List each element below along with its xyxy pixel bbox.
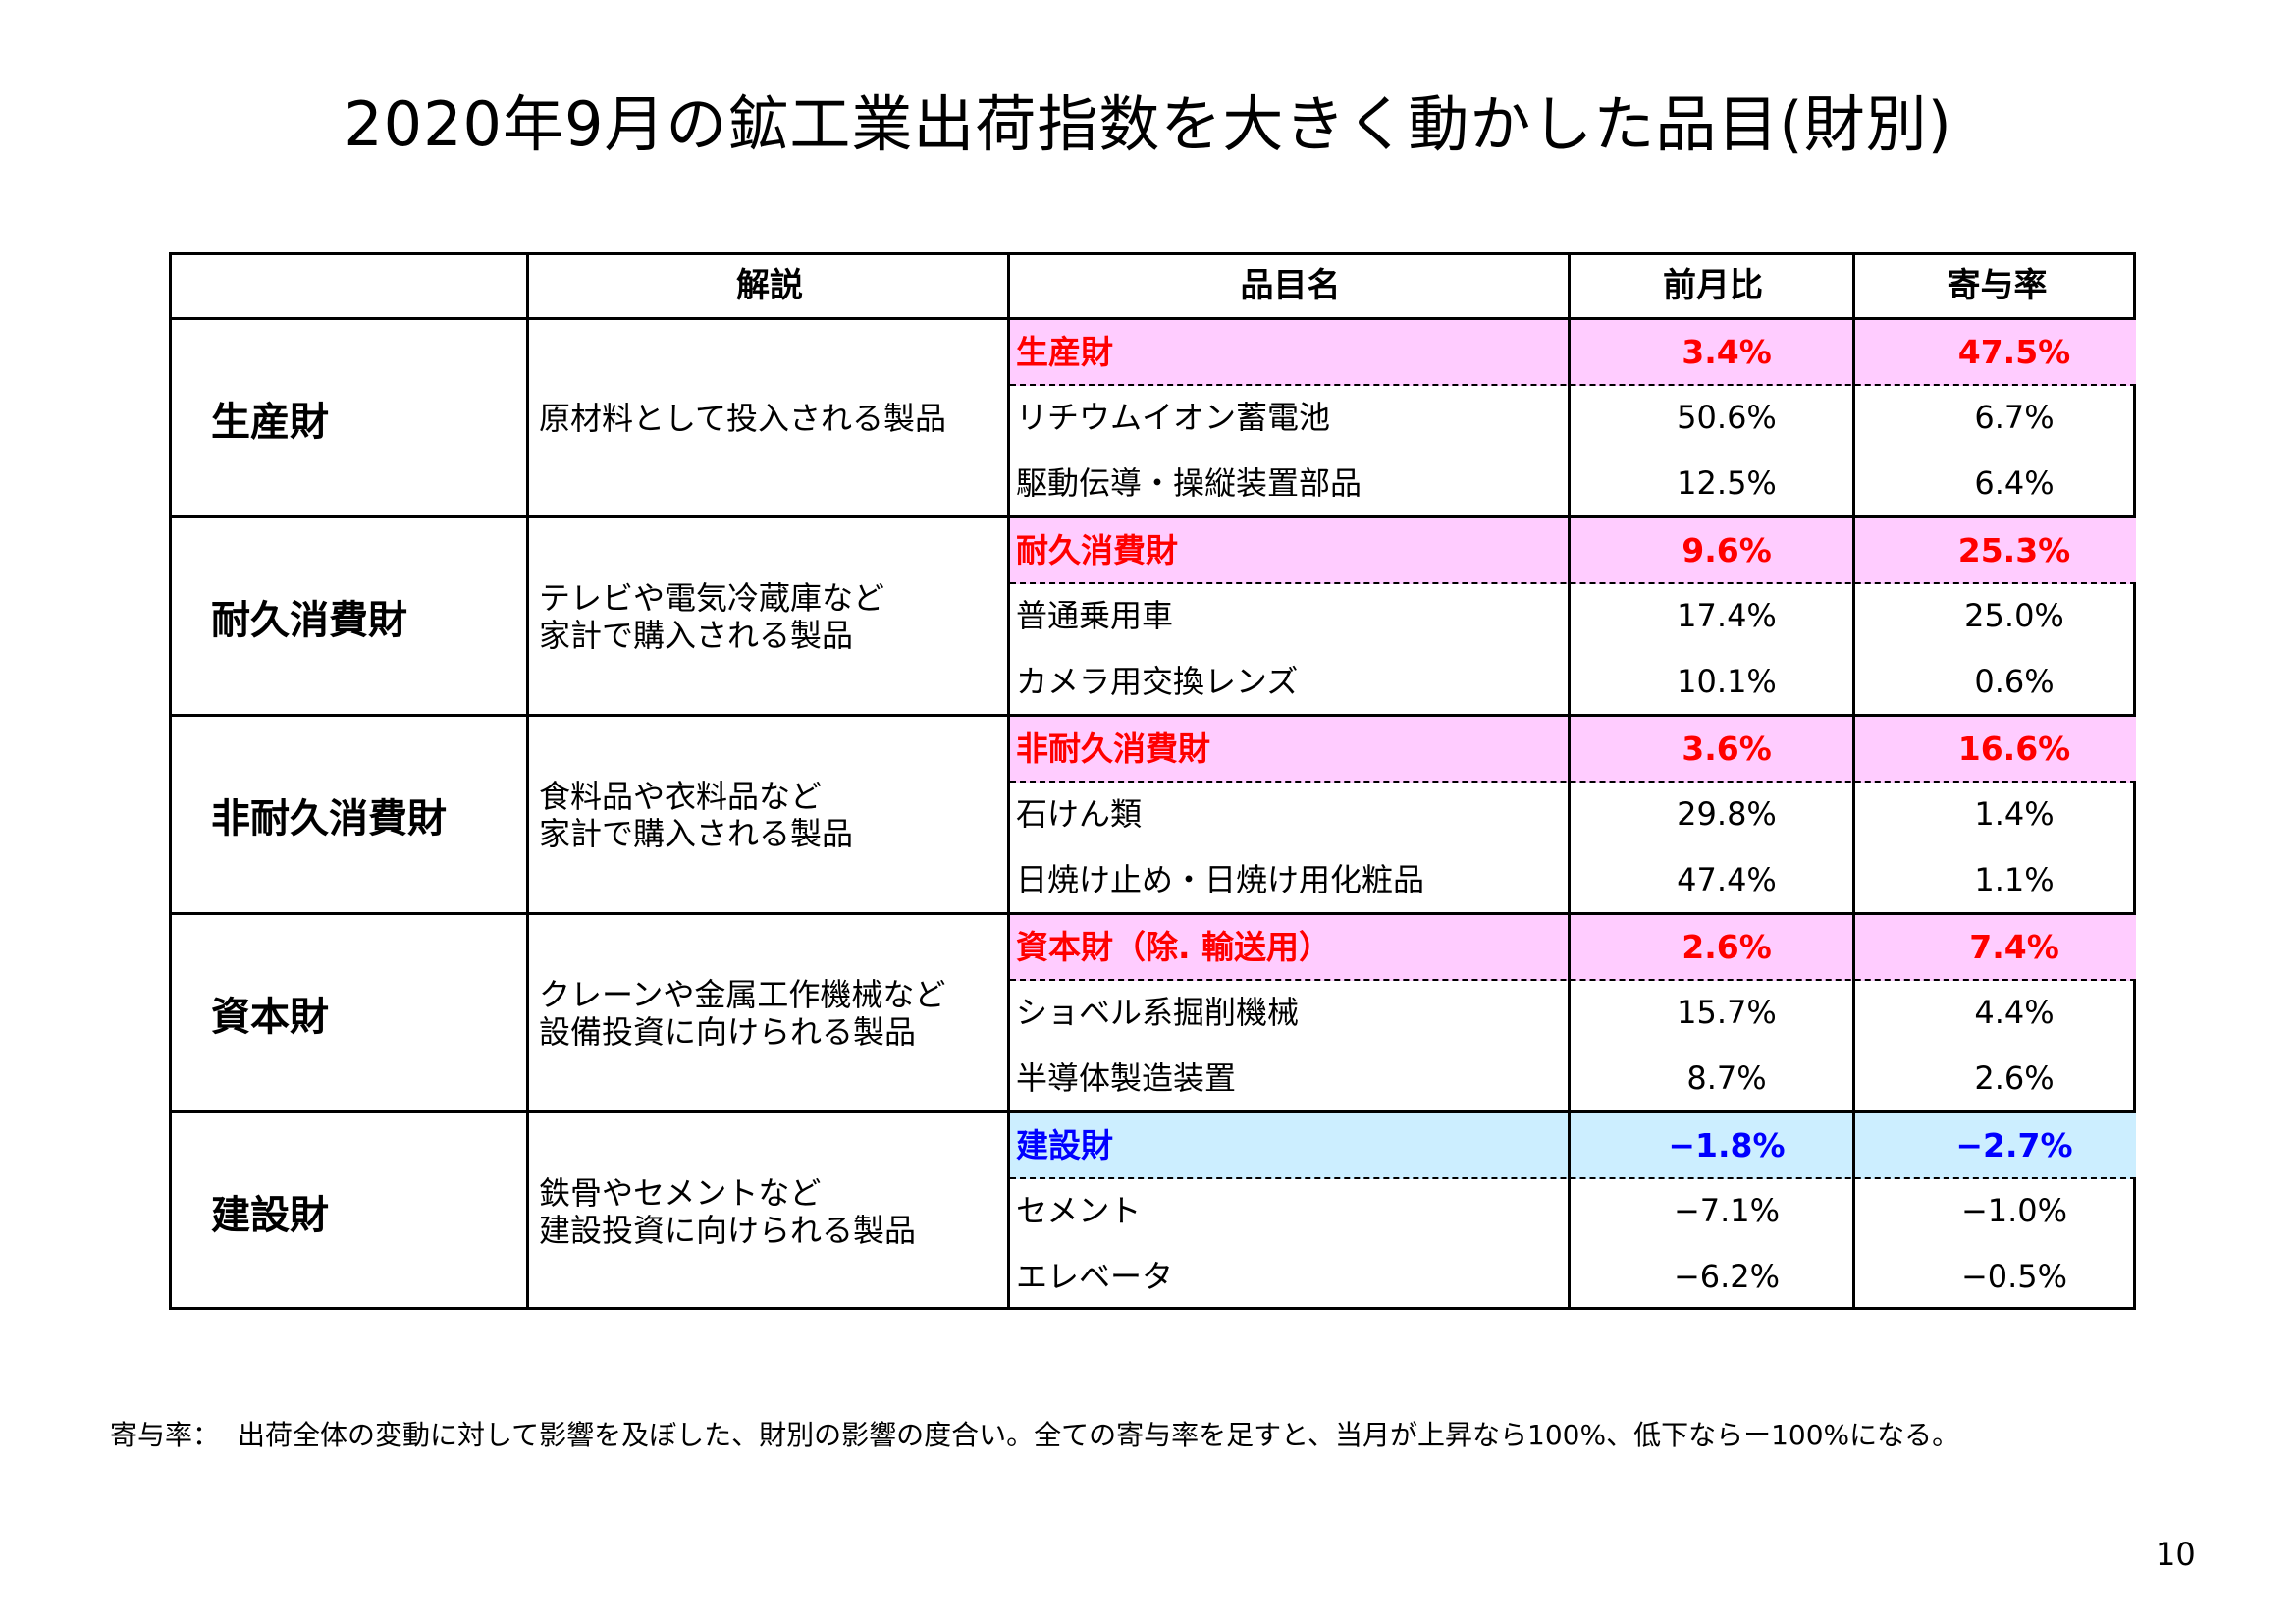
header-month-over-month: 前月比	[1663, 266, 1763, 305]
description-line: 食料品や衣料品など	[539, 777, 823, 815]
item-name: 耐久消費財	[1016, 531, 1178, 569]
contribution-value: 25.0%	[1964, 597, 2064, 634]
month-over-month-value: 2.6%	[1682, 928, 1772, 966]
item-name: 日焼け止め・日焼け用化粧品	[1016, 861, 1425, 898]
category-description: 鉄骨やセメントなど 建設投資に向けられる製品	[539, 1113, 1000, 1309]
summary-row: 耐久消費財 9.6% 25.3%	[1010, 518, 2136, 584]
column-divider	[526, 255, 529, 1307]
contribution-value: 1.4%	[1974, 795, 2055, 833]
item-name: 石けん類	[1016, 795, 1143, 833]
month-over-month-value: 15.7%	[1677, 994, 1777, 1031]
group-capital-goods: 資本財 クレーンや金属工作機械など 設備投資に向けられる製品 資本財（除. 輸送…	[172, 915, 2136, 1113]
month-over-month-value: −7.1%	[1673, 1192, 1781, 1229]
header-contribution: 寄与率	[1947, 266, 2048, 305]
item-name: 普通乗用車	[1016, 597, 1174, 634]
footnote-text: 出荷全体の変動に対して影響を及ぼした、財別の影響の度合い。全ての寄与率を足すと、…	[238, 1419, 1960, 1451]
month-over-month-value: 29.8%	[1677, 795, 1777, 833]
item-row: 普通乗用車 17.4% 25.0%	[1010, 584, 2136, 650]
month-over-month-value: 47.4%	[1677, 861, 1777, 898]
contribution-value: 6.4%	[1974, 464, 2055, 502]
item-name: ショベル系掘削機械	[1016, 994, 1300, 1031]
column-divider	[1007, 255, 1010, 1307]
category-label: 生産財	[211, 399, 329, 445]
header-item-name: 品目名	[1240, 266, 1341, 305]
item-row: 日焼け止め・日焼け用化粧品 47.4% 1.1%	[1010, 848, 2136, 914]
description-line: 家計で購入される製品	[539, 814, 854, 852]
item-name: セメント	[1016, 1192, 1142, 1229]
contribution-value: −1.0%	[1960, 1192, 2068, 1229]
description-line: 鉄骨やセメントなど	[539, 1173, 822, 1212]
item-row: カメラ用交換レンズ 10.1% 0.6%	[1010, 650, 2136, 716]
column-divider	[1568, 255, 1571, 1307]
item-row: セメント −7.1% −1.0%	[1010, 1179, 2136, 1245]
description-line: 建設投資に向けられる製品	[539, 1211, 917, 1249]
month-over-month-value: 8.7%	[1686, 1059, 1767, 1097]
month-over-month-value: 17.4%	[1677, 597, 1777, 634]
month-over-month-value: −6.2%	[1673, 1258, 1781, 1295]
contribution-value: −2.7%	[1955, 1126, 2073, 1164]
item-row: ショベル系掘削機械 15.7% 4.4%	[1010, 981, 2136, 1047]
contribution-value: −0.5%	[1960, 1258, 2068, 1295]
item-name: エレベータ	[1016, 1258, 1174, 1295]
month-over-month-value: 10.1%	[1677, 663, 1777, 700]
item-name: 半導体製造装置	[1016, 1059, 1237, 1097]
contribution-value: 25.3%	[1957, 531, 2071, 569]
footnote-label: 寄与率：	[110, 1419, 221, 1451]
item-name: 非耐久消費財	[1016, 730, 1210, 768]
description-line: テレビや電気冷蔵庫など	[539, 578, 885, 617]
page-title: 2020年9月の鉱工業出荷指数を大きく動かした品目(財別)	[344, 88, 1952, 160]
group-construction-goods: 建設財 鉄骨やセメントなど 建設投資に向けられる製品 建設財 −1.8% −2.…	[172, 1113, 2136, 1312]
category-description: クレーンや金属工作機械など 設備投資に向けられる製品	[539, 915, 1000, 1110]
contribution-value: 1.1%	[1974, 861, 2055, 898]
item-row: リチウムイオン蓄電池 50.6% 6.7%	[1010, 386, 2136, 452]
contribution-value: 47.5%	[1957, 333, 2071, 371]
summary-row: 生産財 3.4% 47.5%	[1010, 320, 2136, 386]
item-row: 駆動伝導・操縦装置部品 12.5% 6.4%	[1010, 452, 2136, 517]
group-production-goods: 生産財 原材料として投入される製品 生産財 3.4% 47.5% リチウムイオン…	[172, 320, 2136, 518]
contribution-value: 7.4%	[1969, 928, 2059, 966]
month-over-month-value: 12.5%	[1677, 464, 1777, 502]
month-over-month-value: 3.4%	[1682, 333, 1772, 371]
contribution-value: 2.6%	[1974, 1059, 2055, 1097]
category-description: テレビや電気冷蔵庫など 家計で購入される製品	[539, 518, 1000, 714]
header-blank	[172, 255, 529, 317]
column-divider	[1852, 255, 1855, 1307]
description-line: 原材料として投入される製品	[539, 399, 947, 437]
contribution-value: 16.6%	[1957, 730, 2071, 768]
goods-table: 解説 品目名 前月比 寄与率 生産財 原材料として投入される製品 生産財 3.4…	[169, 252, 2136, 1310]
summary-row: 資本財（除. 輸送用） 2.6% 7.4%	[1010, 915, 2136, 981]
category-label: 資本財	[211, 994, 329, 1040]
table-header: 解説 品目名 前月比 寄与率	[172, 255, 2133, 320]
group-durable-consumer-goods: 耐久消費財 テレビや電気冷蔵庫など 家計で購入される製品 耐久消費財 9.6% …	[172, 518, 2136, 717]
summary-row: 非耐久消費財 3.6% 16.6%	[1010, 717, 2136, 783]
summary-row: 建設財 −1.8% −2.7%	[1010, 1113, 2136, 1179]
month-over-month-value: 9.6%	[1682, 531, 1772, 569]
item-name: カメラ用交換レンズ	[1016, 663, 1299, 700]
month-over-month-value: 3.6%	[1682, 730, 1772, 768]
description-line: 家計で購入される製品	[539, 616, 854, 654]
month-over-month-value: −1.8%	[1668, 1126, 1786, 1164]
description-line: クレーンや金属工作機械など	[539, 975, 946, 1013]
header-description: 解説	[736, 266, 803, 305]
item-name: リチウムイオン蓄電池	[1016, 399, 1331, 436]
item-row: 半導体製造装置 8.7% 2.6%	[1010, 1047, 2136, 1112]
category-label: 非耐久消費財	[211, 795, 447, 841]
group-nondurable-consumer-goods: 非耐久消費財 食料品や衣料品など 家計で購入される製品 非耐久消費財 3.6% …	[172, 717, 2136, 915]
contribution-value: 6.7%	[1974, 399, 2055, 436]
item-name: 建設財	[1016, 1126, 1113, 1164]
contribution-value: 0.6%	[1974, 663, 2055, 700]
item-row: エレベータ −6.2% −0.5%	[1010, 1245, 2136, 1311]
category-label: 建設財	[211, 1192, 329, 1238]
month-over-month-value: 50.6%	[1677, 399, 1777, 436]
item-name: 駆動伝導・操縦装置部品	[1016, 464, 1362, 502]
contribution-value: 4.4%	[1974, 994, 2055, 1031]
category-description: 原材料として投入される製品	[539, 320, 1000, 515]
page-number: 10	[2156, 1536, 2196, 1573]
category-label: 耐久消費財	[211, 597, 407, 643]
item-row: 石けん類 29.8% 1.4%	[1010, 783, 2136, 848]
item-name: 生産財	[1016, 333, 1113, 371]
category-description: 食料品や衣料品など 家計で購入される製品	[539, 717, 1000, 912]
description-line: 設備投資に向けられる製品	[539, 1012, 917, 1051]
item-name: 資本財（除. 輸送用）	[1016, 928, 1332, 966]
